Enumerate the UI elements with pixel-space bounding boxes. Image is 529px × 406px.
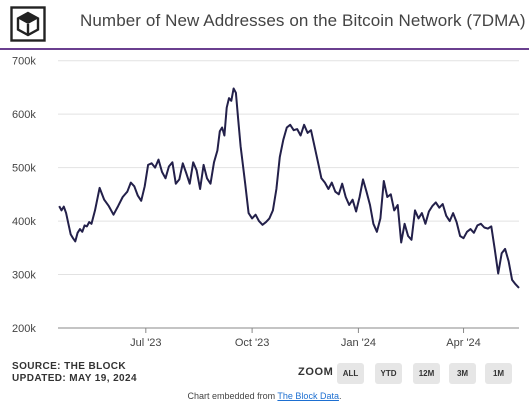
embed-prefix: Chart embedded from: [187, 391, 278, 401]
x-tick-label: Jan '24: [341, 337, 376, 349]
x-tick-label: Oct '23: [235, 337, 270, 349]
source-label: SOURCE: THE BLOCK: [12, 361, 127, 372]
grid-lines: [58, 60, 519, 276]
y-tick-label: 700k: [12, 56, 36, 68]
chart-title: Number of New Addresses on the Bitcoin N…: [80, 11, 526, 30]
embed-suffix: .: [338, 391, 342, 401]
embed-note: Chart embedded from The Block Data.: [0, 391, 529, 401]
source-note: SOURCE: THE BLOCK UPDATED: MAY 19, 2024: [12, 361, 137, 385]
y-tick-label: 500k: [12, 163, 36, 175]
x-tick-label: Jul '23: [130, 337, 161, 349]
zoom-3m-button[interactable]: 3M: [449, 363, 476, 384]
the-block-cube-logo[interactable]: [10, 6, 46, 42]
y-tick-label: 300k: [12, 270, 36, 282]
zoom-12m-button[interactable]: 12M: [413, 363, 440, 384]
x-tick-label: Apr '24: [446, 337, 481, 349]
y-tick-label: 200k: [12, 323, 36, 335]
y-tick-label: 400k: [12, 216, 36, 228]
updated-label: UPDATED: MAY 19, 2024: [12, 373, 137, 384]
the-block-data-link[interactable]: The Block Data: [277, 391, 339, 401]
y-axis-tick-labels: 200k 300k 400k 500k 600k 700k: [12, 56, 36, 335]
series-line-new-addresses: [58, 87, 520, 289]
x-axis-tick-labels: Jul '23 Oct '23 Jan '24 Apr '24: [130, 328, 481, 349]
header-divider: [0, 48, 529, 50]
zoom-label: ZOOM: [298, 366, 334, 378]
zoom-1m-button[interactable]: 1M: [485, 363, 512, 384]
zoom-ytd-button[interactable]: YTD: [375, 363, 402, 384]
chart-header: Number of New Addresses on the Bitcoin N…: [0, 0, 529, 48]
y-tick-label: 600k: [12, 109, 36, 121]
zoom-all-button[interactable]: ALL: [337, 363, 364, 384]
